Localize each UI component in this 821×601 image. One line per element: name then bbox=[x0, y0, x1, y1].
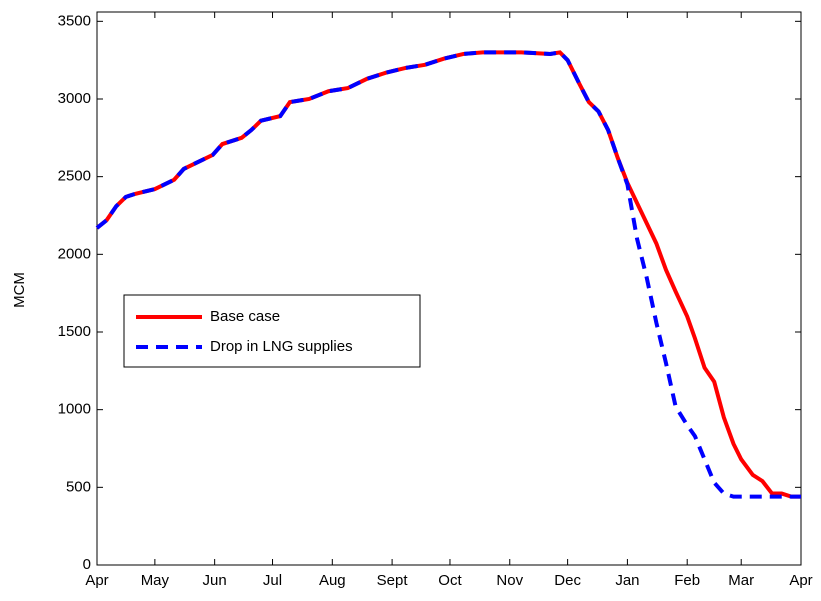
x-tick-label: Jan bbox=[615, 572, 639, 589]
plot-area bbox=[96, 11, 802, 566]
x-tick-label: Feb bbox=[674, 572, 700, 589]
y-tick-label: 0 bbox=[83, 556, 91, 573]
x-tick-label: Jun bbox=[203, 572, 227, 589]
series-line bbox=[95, 50, 801, 499]
x-tick-label: Apr bbox=[789, 572, 812, 589]
x-tick-label: Dec bbox=[554, 572, 581, 589]
x-tick-label: Nov bbox=[496, 572, 523, 589]
y-tick-label: 3500 bbox=[58, 12, 91, 29]
y-tick-label: 2000 bbox=[58, 245, 91, 262]
legend-label: Base case bbox=[210, 308, 280, 325]
y-tick-label: 2500 bbox=[58, 168, 91, 185]
x-tick-label: Mar bbox=[728, 572, 754, 589]
y-axis-label: MCM bbox=[11, 272, 28, 308]
x-tick-label: Apr bbox=[85, 572, 108, 589]
y-tick-label: 3000 bbox=[58, 90, 91, 107]
x-tick-label: Sept bbox=[377, 572, 409, 589]
legend-box bbox=[123, 294, 421, 368]
y-tick-label: 1500 bbox=[58, 323, 91, 340]
y-tick-label: 1000 bbox=[58, 401, 91, 418]
x-tick-label: Aug bbox=[319, 572, 346, 589]
x-tick-label: Oct bbox=[438, 572, 462, 589]
legend-label: Drop in LNG supplies bbox=[210, 338, 353, 355]
x-tick-label: May bbox=[141, 572, 170, 589]
y-tick-label: 500 bbox=[66, 478, 91, 495]
x-tick-label: Jul bbox=[263, 572, 282, 589]
